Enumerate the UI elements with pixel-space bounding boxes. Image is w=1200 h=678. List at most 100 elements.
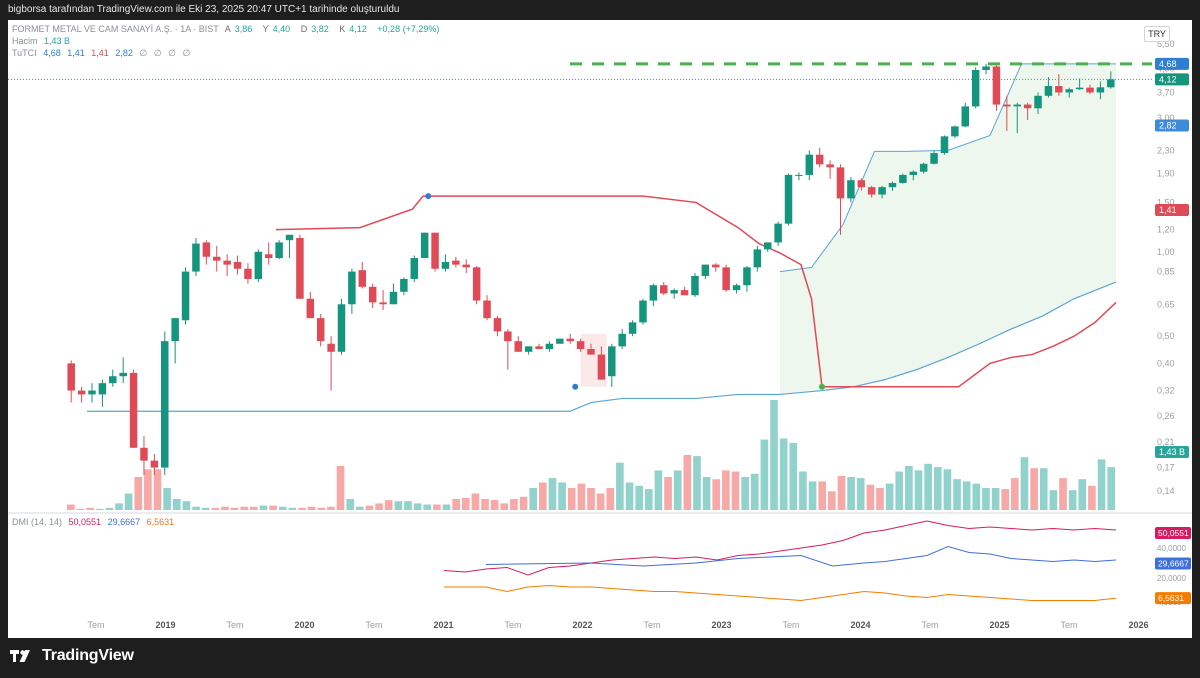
candle-body: [691, 275, 699, 296]
volume-bar: [1001, 489, 1010, 510]
volume-bar: [413, 503, 422, 510]
candle-body: [452, 260, 460, 265]
indicator-value: 1,41: [91, 48, 109, 58]
volume-bar: [808, 481, 817, 510]
volume-bar: [269, 505, 277, 510]
volume-bar: [481, 499, 489, 510]
volume-bar: [1039, 468, 1048, 510]
volume-bar: [731, 471, 740, 510]
candle-body: [264, 254, 273, 259]
volume-bar: [644, 489, 653, 510]
chart-frame[interactable]: 5,504,503,703,002,301,901,501,201,000,85…: [8, 20, 1192, 638]
candle-body: [431, 232, 439, 269]
volume-bar: [702, 477, 711, 510]
tradingview-logo[interactable]: TradingView: [10, 647, 134, 665]
volume-bar: [442, 504, 451, 510]
candle-body: [639, 300, 647, 323]
candle-body: [909, 171, 918, 175]
candle-body: [504, 331, 512, 342]
volume-bar: [616, 462, 624, 510]
price-badge-label: 1,43 B: [1159, 447, 1185, 457]
volume-bar: [278, 506, 287, 510]
candle-body: [618, 333, 626, 347]
price-tick-label: 0,40: [1157, 358, 1175, 368]
candle-body: [1003, 104, 1011, 107]
price-tick-label: 3,70: [1157, 87, 1175, 97]
time-tick-label: 2019: [155, 620, 175, 630]
volume-bar: [837, 475, 846, 510]
price-tick-label: 0,14: [1157, 486, 1175, 496]
volume-legend[interactable]: Hacim 1,43 B: [12, 36, 74, 46]
price-chart[interactable]: 5,504,503,703,002,301,901,501,201,000,85…: [8, 20, 1192, 638]
volume-bar: [124, 493, 133, 510]
ohlc-change: +0,28 (+7,29%): [377, 24, 440, 34]
candle-body: [514, 341, 522, 352]
price-tick-label: 1,50: [1157, 197, 1175, 207]
indicator-legend[interactable]: TuTCI 4,68 1,41 1,41 2,82 ∅ ∅ ∅ ∅: [12, 48, 194, 59]
candle-body: [608, 346, 616, 377]
volume-bar: [539, 482, 547, 510]
candle-body: [888, 182, 897, 188]
price-tick-label: 1,00: [1157, 247, 1175, 257]
price-badge-label: 4,12: [1159, 74, 1177, 84]
candle-body: [233, 261, 242, 269]
candle-body: [847, 180, 855, 199]
candles: [67, 63, 1115, 475]
volume-bar: [1049, 490, 1058, 510]
candle-body: [878, 187, 886, 195]
volume-bar: [1020, 457, 1029, 510]
candle-body: [254, 251, 263, 279]
time-tick-label: 2026: [1128, 620, 1148, 630]
volume-bar: [375, 503, 383, 510]
price-tick-label: 5,50: [1157, 39, 1175, 49]
volume-bar: [770, 400, 778, 510]
ohlc-close-label: K: [339, 24, 346, 34]
volume-bar: [1030, 468, 1038, 510]
candle-body: [712, 264, 720, 268]
candle-body: [524, 346, 533, 352]
candle-body: [213, 256, 221, 261]
candle-body: [836, 167, 845, 199]
currency-button[interactable]: TRY: [1144, 26, 1170, 42]
ohlc-low-label: D: [300, 24, 308, 34]
volume-bar: [336, 466, 345, 510]
candle-body: [753, 249, 762, 268]
volume-bar: [230, 507, 239, 510]
candle-body: [1013, 104, 1021, 107]
candle-body: [379, 302, 387, 305]
candle-body: [628, 322, 637, 334]
indicator-value: ∅: [153, 48, 162, 58]
volume-bar: [914, 470, 923, 510]
indicator-value: ∅: [168, 48, 176, 58]
candle-body: [649, 285, 658, 301]
volume-bar: [760, 439, 769, 510]
price-badge-label: 4,68: [1159, 59, 1177, 69]
lower-channel-line: [275, 195, 1117, 388]
dmi-badge-label: 29,6667: [1158, 558, 1189, 568]
candle-body: [784, 174, 793, 224]
candle-body: [1034, 95, 1042, 109]
volume-bar: [76, 508, 85, 510]
candle-body: [337, 304, 346, 352]
candle-body: [181, 271, 190, 321]
candle-body: [670, 290, 678, 294]
price-tick-label: 1,20: [1157, 225, 1175, 235]
time-tick-label: 2024: [850, 620, 870, 630]
dmi-badge: [1155, 557, 1191, 570]
upper-band-line: [779, 63, 1116, 273]
volume-bar: [317, 507, 326, 510]
volume-bar: [1059, 478, 1067, 510]
indicator-value: ∅: [182, 48, 191, 58]
candle-body: [109, 376, 117, 384]
volume-value: 1,43 B: [44, 36, 71, 46]
volume-bar: [240, 506, 249, 510]
price-badge: [1155, 119, 1189, 132]
candle-body: [971, 69, 980, 107]
volume-bar: [384, 500, 393, 510]
candle-body: [680, 290, 689, 296]
attribution-text: bigborsa tarafından TradingView.com ile …: [8, 4, 400, 15]
candle-body: [285, 234, 294, 241]
dmi-legend[interactable]: DMI (14, 14) 50,0551 29,6667 6,5631: [12, 517, 178, 527]
volume-bar: [693, 456, 701, 510]
candle-body: [722, 267, 730, 291]
